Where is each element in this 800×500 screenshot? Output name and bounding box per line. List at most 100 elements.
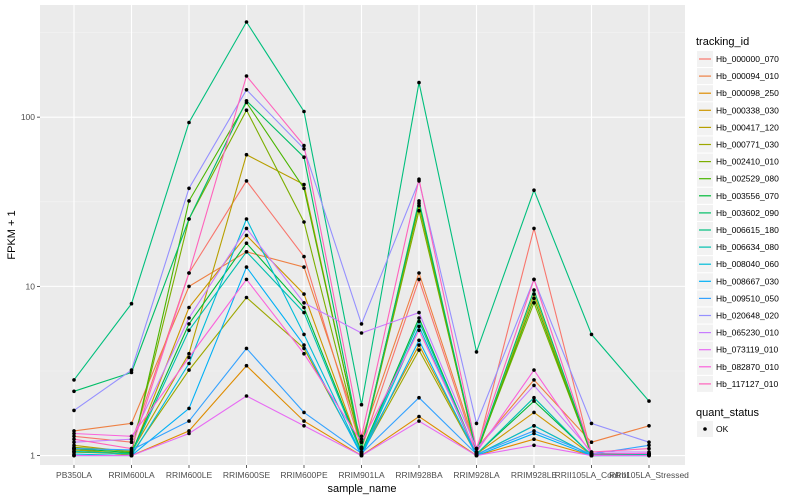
data-point [129, 453, 134, 458]
data-point [72, 449, 76, 454]
data-point [474, 421, 479, 426]
legend-label: Hb_082870_010 [716, 362, 779, 372]
data-point [417, 271, 421, 275]
legend-label: Hb_020648_020 [716, 311, 779, 321]
data-point [72, 408, 76, 413]
legend-label: Hb_073119_010 [716, 345, 779, 355]
legend-label: Hb_006634_080 [716, 242, 779, 252]
data-point [187, 355, 191, 360]
data-point [187, 368, 191, 372]
data-point [187, 305, 191, 310]
data-point [302, 410, 306, 415]
x-tick-label: RRIM600SE [223, 470, 271, 480]
data-point [244, 394, 249, 398]
y-tick-label: 10 [26, 281, 36, 291]
data-point [474, 450, 479, 454]
data-point [417, 343, 421, 347]
data-point [129, 446, 134, 451]
data-point [187, 431, 191, 436]
legend-label: Hb_008667_030 [716, 276, 779, 286]
data-point [532, 431, 536, 436]
y-axis-title: FPKM + 1 [6, 210, 18, 259]
data-point [474, 453, 479, 458]
data-point [129, 440, 134, 445]
data-point [244, 99, 249, 103]
data-point [302, 351, 306, 356]
data-point [417, 328, 421, 333]
data-point [302, 332, 306, 337]
data-point [417, 419, 421, 423]
data-point [417, 395, 421, 400]
data-point [187, 271, 191, 275]
data-point [417, 414, 421, 419]
data-point [302, 343, 306, 347]
legend-label: Hb_000338_030 [716, 105, 779, 115]
data-point [532, 395, 536, 400]
data-point [359, 446, 364, 451]
data-point [244, 233, 249, 238]
data-point [647, 443, 651, 448]
data-point [532, 226, 536, 231]
data-point [532, 292, 536, 296]
data-point [417, 277, 421, 282]
data-point [302, 301, 306, 305]
data-point [647, 440, 651, 445]
data-point [244, 295, 249, 300]
data-point [244, 226, 249, 231]
data-point [244, 74, 249, 78]
legend-label: Hb_000771_030 [716, 140, 779, 150]
data-point [72, 446, 76, 451]
data-point [244, 241, 249, 245]
x-tick-label: RRIM928BA [395, 470, 443, 480]
data-point [302, 143, 306, 148]
y-axis: 1 10 100 [21, 112, 40, 461]
data-point [72, 378, 76, 382]
data-point [417, 208, 421, 213]
data-point [302, 155, 306, 159]
data-point [244, 88, 249, 92]
data-point [302, 254, 306, 259]
legend-label: Hb_009510_050 [716, 293, 779, 303]
data-point [244, 346, 249, 351]
legend-label: Hb_002529_080 [716, 174, 779, 184]
data-point [244, 277, 249, 282]
legend-label: Hb_000417_120 [716, 122, 779, 132]
data-point [302, 147, 306, 151]
data-point [187, 284, 191, 289]
data-point [532, 277, 536, 282]
legend-label: Hb_003556_070 [716, 191, 779, 201]
x-tick-label: RRIM600PE [280, 470, 328, 480]
data-point [359, 440, 364, 445]
data-point [244, 179, 249, 183]
data-point [302, 109, 306, 114]
legend-label: Hb_008040_060 [716, 259, 779, 269]
data-point [589, 450, 594, 454]
data-point [187, 217, 191, 221]
legend-label: Hb_117127_010 [716, 379, 779, 389]
data-point [532, 410, 536, 415]
data-point [532, 301, 536, 305]
data-point [72, 429, 76, 433]
data-point [129, 434, 134, 439]
data-point [302, 305, 306, 310]
data-point [187, 199, 191, 203]
shape-legend-point-icon [703, 427, 707, 431]
legend-label: Hb_006615_180 [716, 225, 779, 235]
data-point [532, 429, 536, 433]
data-point [532, 443, 536, 448]
data-point [244, 108, 249, 112]
data-point [532, 378, 536, 382]
data-point [129, 301, 134, 306]
data-point [244, 250, 249, 254]
data-point [129, 421, 134, 426]
data-point [187, 351, 191, 356]
data-point [302, 182, 306, 187]
data-point [302, 186, 306, 191]
data-point [359, 434, 364, 439]
x-tick-label: PB350LA [56, 470, 92, 480]
data-point [244, 363, 249, 368]
data-point [474, 446, 479, 451]
data-point [187, 429, 191, 433]
data-point [72, 434, 76, 439]
data-point [129, 437, 134, 442]
